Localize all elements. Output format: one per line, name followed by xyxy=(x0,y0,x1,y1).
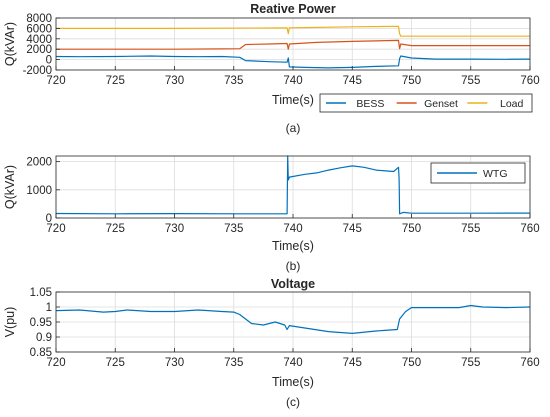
y-tick-label: 8000 xyxy=(26,13,52,25)
x-axis-label: Time(s) xyxy=(272,375,314,389)
y-tick-label: 1000 xyxy=(26,185,52,197)
x-tick-label: 725 xyxy=(106,357,125,369)
legend-label: BESS xyxy=(356,98,384,110)
panel-caption: (b) xyxy=(286,259,301,273)
y-tick-label: 0 xyxy=(46,213,52,225)
series-line-bess xyxy=(55,55,531,69)
chart-title: Voltage xyxy=(271,277,315,291)
panel-caption: (a) xyxy=(286,121,301,135)
x-tick-label: 735 xyxy=(224,223,243,235)
x-axis-label: Time(s) xyxy=(272,239,314,253)
x-tick-label: 740 xyxy=(283,75,302,87)
x-tick-label: 750 xyxy=(402,357,421,369)
x-tick-label: 755 xyxy=(461,223,480,235)
y-tick-label: 6000 xyxy=(26,23,52,35)
chart-panel-3: 720 725 730 735 740 745 750 755 760 0.85 0.9 0.95 1 1… xyxy=(3,277,540,409)
series-line-genset xyxy=(56,39,530,50)
y-tick-label: 1.05 xyxy=(30,287,52,299)
x-tick-label: 730 xyxy=(165,357,184,369)
x-tick-label: 720 xyxy=(46,75,65,87)
y-tick-label: -2000 xyxy=(23,65,52,77)
x-tick-label: 720 xyxy=(46,223,65,235)
legend-box xyxy=(319,93,533,113)
x-tick-label: 755 xyxy=(461,357,480,369)
legend-label: Load xyxy=(500,98,524,110)
x-tick-label: 745 xyxy=(343,223,362,235)
chart-panel-2: 720 725 730 735 740 745 750 755 760 0 1000 2000 Time… xyxy=(3,155,540,273)
x-tick-label: 735 xyxy=(224,357,243,369)
x-tick-label: 730 xyxy=(165,75,184,87)
y-tick-label: 2000 xyxy=(26,44,52,56)
x-tick-label: 740 xyxy=(283,223,302,235)
series-line-load xyxy=(56,25,530,37)
x-tick-label: 745 xyxy=(343,75,362,87)
legend: BESS Genset Load xyxy=(319,93,533,113)
legend: WTG xyxy=(430,162,526,184)
y-tick-label: 0.9 xyxy=(36,332,52,344)
y-tick-label: 0.95 xyxy=(30,317,52,329)
legend-label: Genset xyxy=(424,98,458,110)
y-axis-label: V(pu) xyxy=(3,307,17,338)
y-tick-label: 0 xyxy=(46,55,52,67)
x-tick-label: 745 xyxy=(343,357,362,369)
y-tick-label: 4000 xyxy=(26,34,52,46)
y-axis-label: Q(kVAr) xyxy=(3,165,17,209)
x-tick-label: 740 xyxy=(283,357,302,369)
legend-label: WTG xyxy=(483,168,508,180)
chart-panel-1: 720 725 730 735 740 745 750 755 760 -200002000400… xyxy=(3,2,540,135)
y-tick-label: 0.85 xyxy=(30,347,52,359)
x-tick-label: 725 xyxy=(106,223,125,235)
y-tick-label: 2000 xyxy=(26,157,52,169)
x-tick-label: 755 xyxy=(461,75,480,87)
chart-title: Reative Power xyxy=(250,2,336,16)
x-tick-label: 760 xyxy=(520,357,539,369)
x-axis-label: Time(s) xyxy=(272,93,314,107)
x-tick-label: 725 xyxy=(106,75,125,87)
y-axis-label: Q(kVAr) xyxy=(3,22,17,66)
x-tick-label: 720 xyxy=(46,357,65,369)
x-tick-label: 750 xyxy=(402,223,421,235)
series-line-voltage xyxy=(55,304,531,334)
series-line-wtg xyxy=(55,155,531,215)
x-tick-label: 750 xyxy=(402,75,421,87)
x-tick-label: 760 xyxy=(520,75,539,87)
x-tick-label: 760 xyxy=(520,223,539,235)
x-tick-label: 730 xyxy=(165,223,184,235)
panel-caption: (c) xyxy=(286,395,300,409)
legend-box xyxy=(430,162,526,184)
y-tick-label: 1 xyxy=(46,302,52,314)
x-tick-label: 735 xyxy=(224,75,243,87)
